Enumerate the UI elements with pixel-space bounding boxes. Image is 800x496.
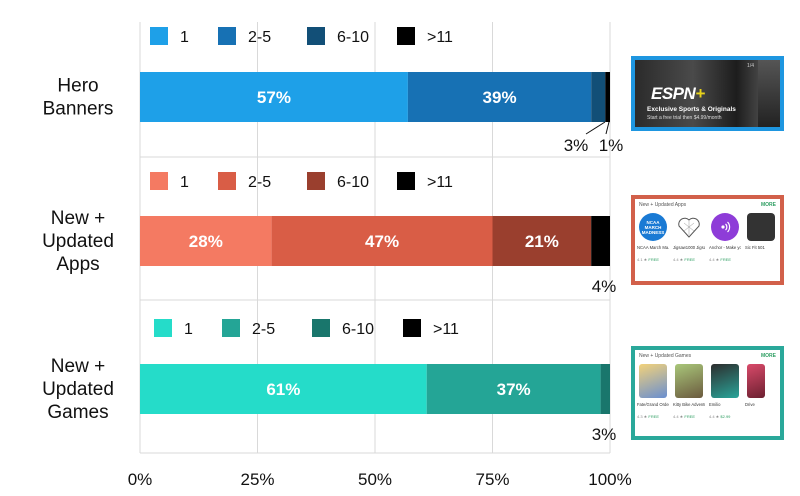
games-shelf-thumbnail: New + Updated Games MORE Fate/Grand Order… <box>631 346 784 440</box>
legend-label: 6-10 <box>337 29 369 46</box>
category-label: New + <box>51 208 105 229</box>
data-label: 57% <box>257 88 291 107</box>
leader-line <box>605 121 610 135</box>
apps-more-link: MORE <box>761 202 776 208</box>
games-more-link: MORE <box>761 353 776 359</box>
data-label: 61% <box>266 380 300 399</box>
category-label: New + <box>51 356 105 377</box>
game-meta: 4.4 ★ FREE <box>673 414 696 419</box>
legend-swatch <box>403 319 421 337</box>
emilio-game-icon <box>711 364 739 398</box>
legend-label: 2-5 <box>252 321 275 338</box>
legend-swatch <box>222 319 240 337</box>
legend-label: >11 <box>433 321 459 338</box>
legend-swatch <box>150 27 168 45</box>
data-label-outside: 4% <box>592 277 617 296</box>
legend-label: 6-10 <box>342 321 374 338</box>
data-label: 28% <box>189 232 223 251</box>
x-tick-label: 0% <box>128 470 153 489</box>
legend-label: 1 <box>180 174 189 191</box>
game-meta: 4.4 ★ $2.99 <box>709 414 731 419</box>
data-label: 21% <box>525 232 559 251</box>
legend-label: 1 <box>180 29 189 46</box>
app-name: NCAA March Ma... <box>637 245 669 250</box>
legend-swatch <box>397 27 415 45</box>
legend-label: 6-10 <box>337 174 369 191</box>
data-label-outside: 3% <box>564 136 589 155</box>
game-name: Fate/Grand Order (Eng <box>637 402 669 407</box>
category-label: Banners <box>43 99 114 120</box>
bar-segment <box>605 72 610 122</box>
app-meta: 4.4 ★ FREE <box>673 257 696 262</box>
game-name: Drive <box>745 402 755 407</box>
data-label-outside: 1% <box>599 136 624 155</box>
data-label: 37% <box>497 380 531 399</box>
x-tick-label: 75% <box>475 470 509 489</box>
banner-subline: Start a free trial then $4.99/month <box>647 115 722 121</box>
category-label: Hero <box>57 76 98 97</box>
bar-segment <box>140 216 272 266</box>
espn-logo: ESPN+ <box>651 84 705 103</box>
legend-swatch <box>154 319 172 337</box>
app-meta: 4.4 ★ FREE <box>709 257 732 262</box>
slide-counter: 1/4 <box>747 63 754 69</box>
ncaa-app-icon: NCAA MARCH MADNESS <box>639 213 667 241</box>
data-label: 39% <box>483 88 517 107</box>
category-label: Games <box>47 402 108 423</box>
anchor-app-icon <box>711 213 739 241</box>
legend-swatch <box>218 27 236 45</box>
x-tick-label: 25% <box>240 470 274 489</box>
apps-shelf-thumbnail: New + Updated Apps MORE NCAA MARCH MADNES… <box>631 195 784 285</box>
banner-headline: Exclusive Sports & Originals <box>647 106 736 113</box>
legend-swatch <box>218 172 236 190</box>
game-meta: 4.3 ★ FREE <box>637 414 660 419</box>
game-name: Emilio <box>709 402 721 407</box>
app-name: Anchor - Make your ... <box>709 245 741 250</box>
app-name: Jigsaw1000 Jigsaw p... <box>673 245 705 250</box>
jigsaw-heart-icon <box>675 213 703 241</box>
app-meta: 4.1 ★ FREE <box>637 257 660 262</box>
category-label: Updated <box>42 231 114 252</box>
legend-label: >11 <box>427 174 453 191</box>
legend-label: 1 <box>184 321 193 338</box>
bar-segment <box>426 364 601 414</box>
fitness-app-icon <box>747 213 775 241</box>
data-label: 47% <box>365 232 399 251</box>
game-name: Kitty Bike Adventures <box>673 402 705 407</box>
bar-segment <box>407 72 592 122</box>
category-label: Apps <box>56 254 99 275</box>
bar-segment <box>591 72 606 122</box>
x-tick-label: 50% <box>358 470 392 489</box>
legend-label: 2-5 <box>248 174 271 191</box>
legend-swatch <box>397 172 415 190</box>
legend-swatch <box>307 172 325 190</box>
drive-game-icon <box>747 364 765 398</box>
hero-banner-thumbnail: 1/4 ESPN+ Exclusive Sports & Originals S… <box>631 56 784 131</box>
bar-segment <box>492 216 592 266</box>
games-shelf-header: New + Updated Games MORE <box>639 353 776 359</box>
bar-segment <box>600 364 610 414</box>
legend-swatch <box>307 27 325 45</box>
kitty-game-icon <box>675 364 703 398</box>
bar-segment <box>591 216 610 266</box>
legend-label: >11 <box>427 29 453 46</box>
legend-swatch <box>312 319 330 337</box>
category-label: Updated <box>42 379 114 400</box>
bar-segment <box>140 72 408 122</box>
bar-segment <box>140 364 427 414</box>
fate-game-icon <box>639 364 667 398</box>
apps-shelf-header: New + Updated Apps MORE <box>639 202 776 208</box>
legend-label: 2-5 <box>248 29 271 46</box>
data-label-outside: 3% <box>592 425 617 444</box>
app-name: Sic Fit 501 <box>745 245 765 250</box>
legend-swatch <box>150 172 168 190</box>
leader-line <box>585 121 606 135</box>
bar-segment <box>271 216 493 266</box>
x-tick-label: 100% <box>588 470 631 489</box>
